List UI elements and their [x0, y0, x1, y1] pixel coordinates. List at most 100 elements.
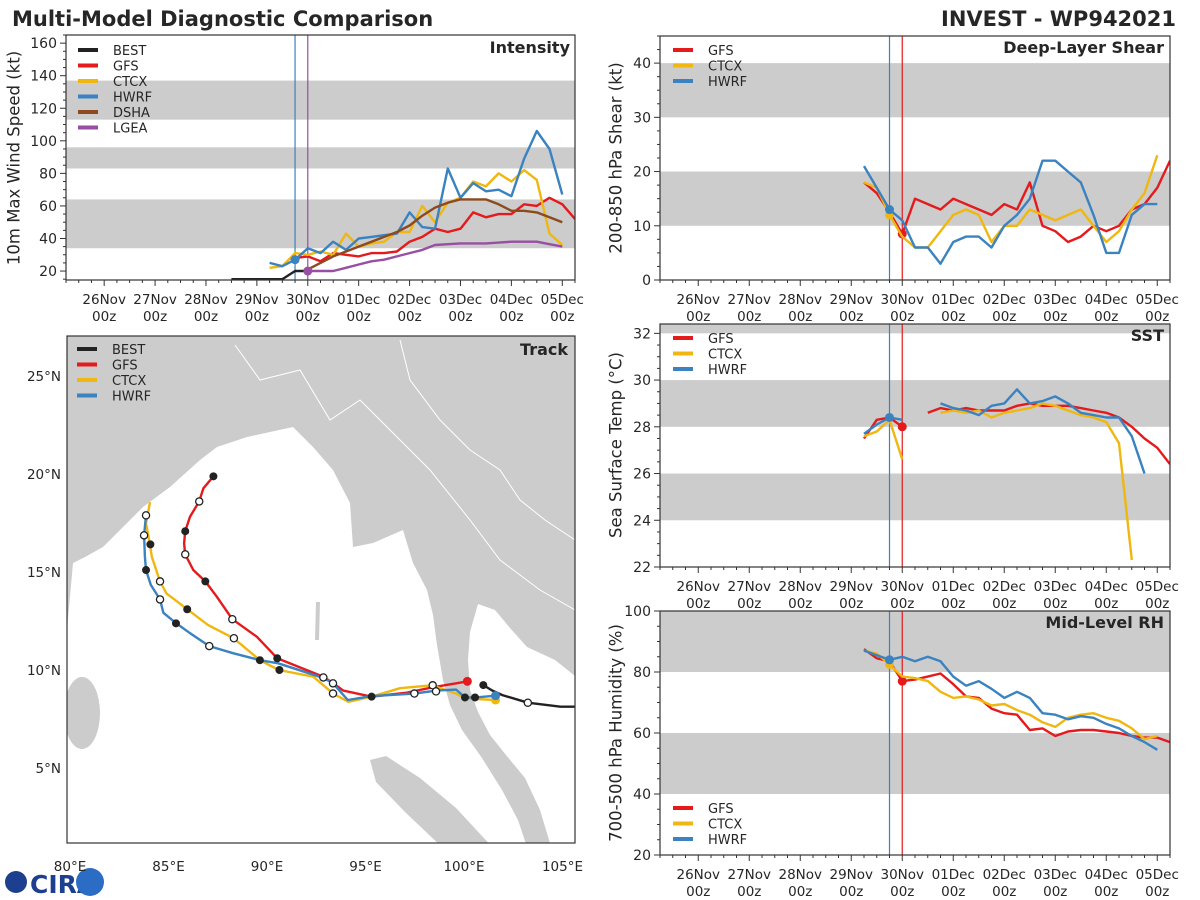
series-line-hwrf	[940, 388, 1146, 474]
x-tick-label-day: 27Nov	[727, 292, 771, 308]
x-tick-label-hour: 00z	[788, 596, 812, 612]
track-marker-filled	[171, 619, 180, 628]
x-tick-label-day: 30Nov	[880, 292, 924, 308]
figure-title: Multi-Model Diagnostic Comparison	[12, 7, 433, 31]
y-axis-label: 700-500 hPa Humidity (%)	[607, 624, 626, 842]
y-axis-label: 10m Max Wind Speed (kt)	[5, 51, 24, 265]
x-tick-label-hour: 00z	[1043, 884, 1067, 900]
x-tick-label-hour: 00z	[397, 309, 421, 325]
x-tick-label-day: 02Dec	[983, 292, 1026, 308]
y-tick-label: 24	[633, 513, 651, 529]
legend-label: BEST	[112, 343, 145, 358]
y-tick-label: 100	[30, 134, 57, 150]
series-line-hwrf	[862, 159, 1158, 265]
series-marker-gfs	[897, 676, 907, 686]
x-tick-label-hour: 00z	[1094, 596, 1118, 612]
track-marker-filled	[471, 693, 480, 702]
x-tick-label-day: 27Nov	[727, 867, 771, 883]
legend-label: HWRF	[708, 363, 747, 378]
legend-label: CTCX	[113, 75, 147, 90]
track-marker-open	[205, 641, 214, 651]
lat-tick-label: 5°N	[36, 761, 61, 777]
x-tick-label-day: 01Dec	[932, 292, 975, 308]
x-tick-label-day: 29Nov	[829, 579, 873, 595]
series-line-gfs	[863, 160, 1170, 244]
x-tick-label-hour: 00z	[686, 884, 710, 900]
country-border	[234, 344, 575, 611]
legend-label: HWRF	[112, 390, 151, 405]
x-tick-label-day: 29Nov	[829, 867, 873, 883]
x-tick-label-day: 05Dec	[1136, 292, 1179, 308]
x-tick-label-day: 01Dec	[932, 867, 975, 883]
track-marker-open	[431, 687, 441, 696]
track-start-marker-gfs	[462, 676, 472, 686]
x-tick-label-hour: 00z	[941, 596, 965, 612]
x-tick-label-hour: 00z	[686, 596, 710, 612]
x-tick-label-hour: 00z	[347, 309, 371, 325]
series-line-lgea	[307, 240, 563, 273]
x-tick-label-hour: 00z	[839, 884, 863, 900]
x-tick-label-day: 26Nov	[82, 292, 126, 308]
land-sumatra	[370, 756, 489, 843]
track-marker-filled	[181, 527, 190, 536]
legend-label: GFS	[708, 802, 734, 817]
x-tick-label-day: 05Dec	[541, 292, 584, 308]
threshold-band	[66, 199, 575, 249]
x-tick-label-day: 01Dec	[932, 579, 975, 595]
x-tick-label-hour: 00z	[1094, 309, 1118, 325]
y-tick-label: 32	[633, 326, 651, 342]
x-tick-label-hour: 00z	[941, 884, 965, 900]
threshold-band	[660, 473, 1170, 521]
series-marker-hwrf	[885, 655, 894, 665]
y-tick-label: 20	[633, 848, 651, 864]
panel-title: Track	[520, 340, 568, 359]
series-marker-hwrf	[885, 412, 894, 422]
x-tick-label-hour: 00z	[1145, 884, 1169, 900]
x-tick-label-day: 28Nov	[184, 292, 228, 308]
x-tick-label-day: 05Dec	[1136, 867, 1179, 883]
x-tick-label-hour: 00z	[788, 309, 812, 325]
x-tick-label-hour: 00z	[1145, 596, 1169, 612]
x-tick-label-hour: 00z	[550, 309, 574, 325]
x-tick-label-day: 29Nov	[235, 292, 279, 308]
x-tick-label-day: 28Nov	[778, 579, 822, 595]
x-tick-label-day: 30Nov	[880, 579, 924, 595]
x-tick-label-hour: 00z	[788, 884, 812, 900]
track-marker-open	[328, 679, 338, 688]
track-marker-filled	[146, 540, 155, 549]
series-marker-lgea	[303, 266, 313, 276]
y-tick-label: 0	[642, 273, 651, 289]
legend-label: HWRF	[113, 91, 152, 106]
y-tick-label: 20	[39, 264, 57, 280]
lon-tick-label: 105°E	[542, 859, 583, 875]
track-marker-open	[155, 595, 165, 604]
deep-layer-shear-panel: GFSCTCXHWRF01020304026Nov00z27Nov00z28No…	[607, 35, 1179, 325]
y-tick-label: 40	[39, 231, 57, 247]
x-tick-label-day: 04Dec	[1085, 292, 1128, 308]
x-tick-label-hour: 00z	[992, 884, 1016, 900]
x-tick-label-day: 02Dec	[983, 867, 1026, 883]
y-tick-label: 140	[30, 69, 57, 85]
lat-tick-label: 15°N	[27, 565, 61, 581]
logo-globe-icon	[5, 871, 27, 893]
legend-label: CTCX	[708, 348, 742, 363]
legend-label: BEST	[113, 44, 146, 59]
x-tick-label-day: 30Nov	[286, 292, 330, 308]
track-marker-filled	[183, 605, 192, 614]
series-line-hwrf	[863, 416, 903, 435]
legend-label: DSHA	[113, 106, 150, 121]
series-line-ctcx	[863, 649, 1158, 741]
legend-label: HWRF	[708, 75, 747, 90]
y-tick-label: 28	[633, 420, 651, 436]
x-tick-label-hour: 00z	[448, 309, 472, 325]
x-tick-label-hour: 00z	[992, 596, 1016, 612]
y-tick-label: 160	[30, 36, 57, 52]
x-tick-label-day: 05Dec	[1136, 579, 1179, 595]
track-marker-open	[194, 497, 204, 506]
y-tick-label: 120	[30, 101, 57, 117]
track-marker-open	[319, 673, 328, 682]
